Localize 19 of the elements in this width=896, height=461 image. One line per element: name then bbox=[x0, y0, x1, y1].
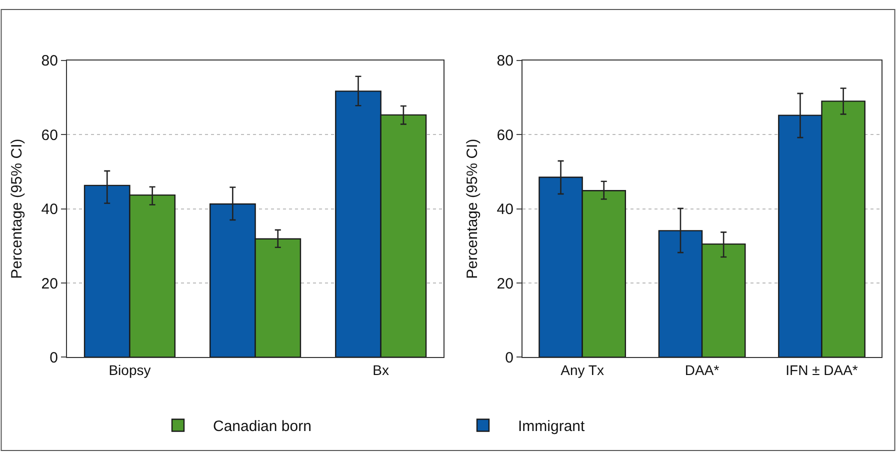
y-tick-label: 0 bbox=[505, 349, 514, 366]
y-tick-label: 20 bbox=[41, 275, 58, 292]
y-tick-label: 20 bbox=[496, 275, 514, 292]
legend-label: Canadian born bbox=[213, 418, 312, 436]
y-tick-label: 60 bbox=[41, 126, 58, 144]
y-tick-label: 80 bbox=[496, 52, 514, 70]
y-tick-label: 60 bbox=[496, 126, 514, 144]
x-tick-label: DAA* bbox=[684, 362, 720, 378]
x-tick-label: Bx bbox=[372, 362, 390, 378]
x-tick-label: IFN ± DAA* bbox=[786, 362, 858, 378]
legend-label: Immigrant bbox=[518, 418, 586, 436]
y-tick-label: 0 bbox=[50, 349, 58, 366]
y-axis-title: Percentage (95% CI) bbox=[464, 138, 482, 279]
y-tick-label: 80 bbox=[41, 52, 58, 70]
y-tick-label: 40 bbox=[496, 201, 514, 218]
y-tick-label: 40 bbox=[41, 201, 58, 218]
y-axis-title: Percentage (95% CI) bbox=[8, 138, 26, 279]
x-tick-label: Any Tx bbox=[560, 362, 604, 378]
x-tick-label: Biopsy bbox=[108, 362, 151, 378]
